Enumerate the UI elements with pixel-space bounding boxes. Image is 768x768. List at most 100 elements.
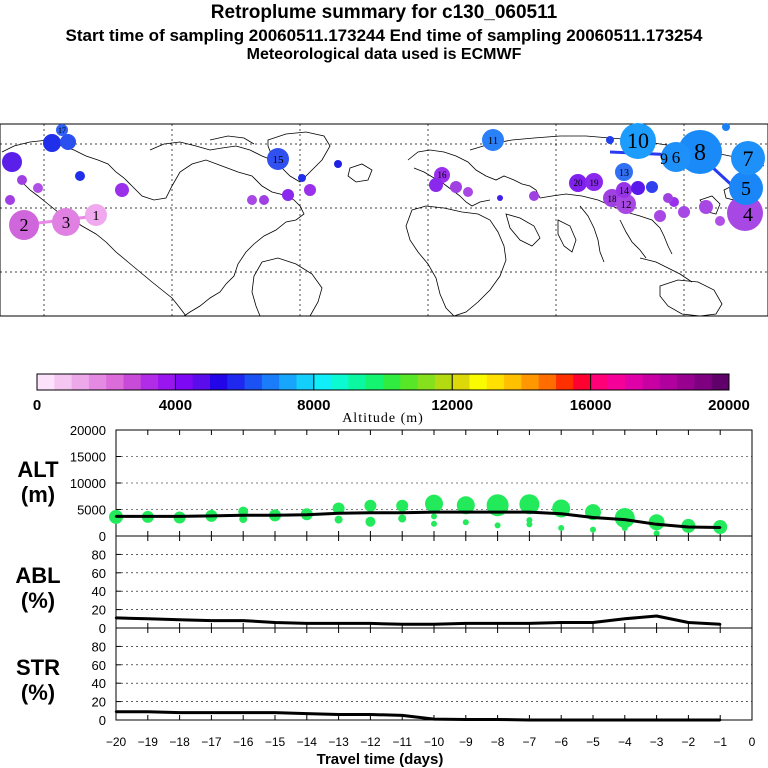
map-cluster-marker (585, 173, 603, 191)
map-cluster-marker (5, 195, 15, 205)
series-point (369, 511, 372, 514)
panel-title-name: STR (16, 655, 60, 680)
x-tick-label: −5 (586, 735, 600, 749)
colorbar-cell (573, 374, 591, 390)
panel-title-unit: (%) (21, 680, 55, 705)
colorbar-cell (383, 374, 401, 390)
series-point (560, 512, 563, 515)
map-label-19: 19 (590, 178, 600, 188)
map-label-3: 3 (62, 213, 71, 232)
map-label-11: 11 (488, 135, 499, 147)
y-tick-label: 40 (92, 676, 106, 691)
map-cluster-marker (661, 142, 691, 172)
map-cluster-marker (9, 210, 39, 240)
panel-alt: 0 5000 10000 15000 20000 ALT(m) (17, 423, 753, 544)
map-cluster-marker (663, 193, 673, 203)
map-cluster-marker (115, 183, 129, 197)
x-tick-label: −18 (169, 735, 190, 749)
map-cluster-marker (298, 174, 306, 182)
map-cluster-marker (267, 148, 289, 170)
map-cluster-marker (52, 208, 80, 236)
x-tick-label: −7 (523, 735, 537, 749)
map-cluster-marker (715, 216, 725, 226)
altitude-cluster-point (526, 517, 533, 524)
altitude-colorbar: 0 4000 8000 12000 16000 20000 Altitude (m) (33, 373, 750, 426)
panel-abl: 0 20 40 60 80 ABL(%) (15, 535, 753, 636)
series-point (623, 518, 626, 521)
altitude-cluster-point (648, 514, 665, 531)
altitude-cluster-point (364, 499, 377, 512)
x-tick-label: −9 (459, 735, 473, 749)
x-tick-label: −15 (265, 735, 286, 749)
y-tick-label: 80 (92, 547, 106, 562)
colorbar-cell (556, 374, 574, 390)
altitude-cluster-point (396, 499, 409, 512)
colorbar-cell (123, 374, 142, 390)
map-label-7: 7 (743, 146, 754, 171)
colorbar-cell (711, 374, 730, 390)
map-label-12: 12 (621, 199, 632, 211)
map-cluster-marker (731, 141, 765, 175)
series-point (114, 616, 118, 620)
colorbar-cell (504, 374, 522, 390)
altitude-cluster-point (621, 525, 628, 532)
altitude-cluster-point (526, 521, 533, 528)
altitude-cluster-point (462, 519, 469, 526)
colorbar-label: Altitude (m) (342, 411, 424, 426)
map-cluster-marker (646, 181, 658, 193)
series-point (655, 718, 658, 722)
map-label-1: 1 (93, 209, 100, 224)
series-point (305, 513, 308, 516)
colorbar-cell (106, 374, 124, 390)
panel-frame (115, 535, 753, 629)
map-cluster-marker (631, 181, 645, 195)
y-tick-label: 20 (92, 603, 106, 618)
x-tick-label: −6 (554, 735, 568, 749)
map-cluster-marker (334, 160, 342, 168)
series-point (623, 617, 626, 620)
colorbar-cell (71, 374, 90, 390)
y-tick-label: 80 (92, 639, 106, 654)
sampling-time-subtitle: Start time of sampling 20060511.173244 E… (65, 26, 703, 45)
series-point (178, 515, 181, 518)
map-label-15: 15 (273, 154, 285, 166)
map-cluster-marker (616, 194, 636, 214)
series-point (464, 622, 467, 625)
map-cluster-marker (616, 182, 632, 198)
y-tick-label: 10000 (70, 476, 106, 491)
map-label-4: 4 (743, 204, 753, 226)
map-cluster-marker (259, 195, 269, 205)
map-label-16: 16 (438, 170, 448, 180)
series-point (687, 621, 690, 624)
series-point (242, 619, 245, 622)
map-cluster-marker (75, 171, 85, 181)
series-point (369, 713, 372, 716)
map-cluster-marker (678, 206, 690, 218)
series-point (114, 710, 118, 713)
series-point (687, 718, 690, 722)
series-point (655, 614, 658, 618)
series-point (146, 515, 149, 518)
map-cluster-marker (17, 175, 27, 185)
series-point (401, 623, 404, 626)
colorbar-cell (88, 374, 107, 390)
colorbar-cell (313, 374, 332, 390)
map-cluster-marker (729, 171, 763, 205)
altitude-cluster-point (456, 496, 475, 515)
time-series-panels: 05000100001500020000ALT(m)020406080ABL(%… (15, 423, 755, 768)
colorbar-ticks: 0 4000 8000 12000 16000 20000 (33, 374, 750, 414)
x-tick-label: −13 (328, 735, 349, 749)
series-point (528, 622, 531, 625)
altitude-cluster-point (558, 525, 565, 532)
colorbar-cell (331, 374, 349, 390)
series-point (146, 617, 149, 620)
map-label-17: 17 (58, 126, 66, 135)
x-tick-label: −20 (106, 735, 127, 749)
map-cluster-marker (722, 123, 730, 131)
map-label-5: 5 (741, 178, 751, 200)
plume-track (2, 123, 765, 240)
series-point (337, 512, 340, 515)
colorbar-cell (140, 374, 159, 390)
colorbar-cell (486, 374, 505, 390)
map-label-14: 14 (619, 186, 629, 197)
